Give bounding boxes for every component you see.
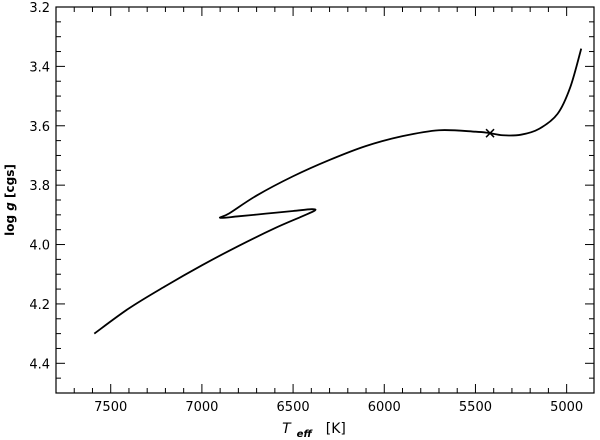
x-tick-label: 5500 (459, 400, 492, 415)
ticks-layer (55, 6, 594, 394)
series-line (93, 48, 583, 335)
x-tick-label: 7000 (185, 400, 218, 415)
x-tick-label: 7500 (94, 400, 127, 415)
x-axis-label: T eff [K] (282, 420, 346, 440)
marker-layer (485, 128, 495, 138)
y-tick-label: 4.4 (29, 357, 50, 372)
x-axis-label-main: T (282, 421, 292, 437)
x-axis-label-sub: eff (297, 429, 314, 440)
x-tick-label: 5000 (550, 400, 583, 415)
y-axis-label-unit: [cgs] (3, 164, 17, 198)
y-tick-label: 4.0 (29, 239, 50, 254)
x-tick-label: 6000 (368, 400, 401, 415)
x-marker (485, 128, 495, 138)
y-tick-label: 4.2 (29, 298, 50, 313)
y-axis-label-var: g (3, 202, 17, 211)
x-tick-label: 6500 (277, 400, 310, 415)
x-axis-label-unit: [K] (326, 421, 346, 437)
labels-layer: 7500 7000 6500 6000 5500 5000 3.2 3.4 3.6 3.8 4.0 4… (29, 1, 583, 415)
y-tick-label: 3.6 (29, 120, 50, 135)
y-tick-label: 3.8 (29, 179, 50, 194)
y-tick-label: 3.4 (29, 60, 50, 75)
plot-frame (55, 6, 595, 394)
y-axis-label: log g [cgs] (3, 164, 17, 236)
y-tick-label: 3.2 (29, 1, 50, 16)
y-axis-label-prefix: log (3, 215, 17, 236)
